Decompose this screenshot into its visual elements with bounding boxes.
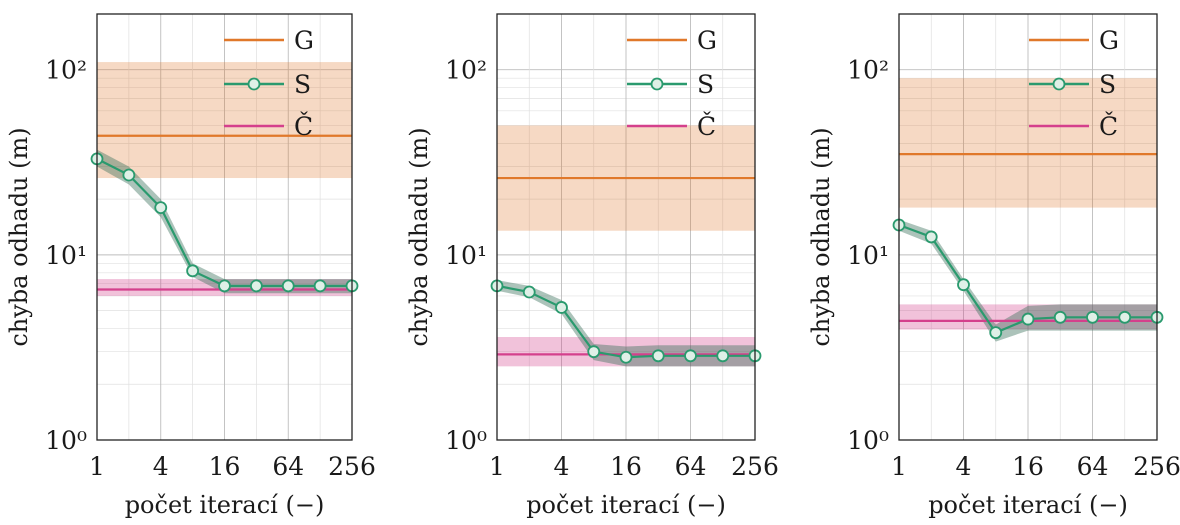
legend: GSČ	[1029, 26, 1119, 141]
series-s-point	[281, 279, 295, 293]
series-s-point	[924, 230, 938, 244]
legend-marker	[247, 77, 261, 91]
y-axis-title: chyba odhadu (m)	[5, 127, 33, 346]
legend-label-0: G	[294, 26, 314, 55]
y-tick-label: 10¹	[847, 241, 889, 270]
series-s-point	[1021, 312, 1035, 326]
legend-label-0: G	[697, 26, 717, 55]
series-s-point	[555, 301, 568, 314]
x-tick-label: 64	[272, 452, 304, 481]
y-tick-label: 10¹	[45, 241, 87, 270]
series-s-point	[522, 285, 536, 299]
series-s-point	[989, 326, 1003, 340]
x-tick-label: 64	[675, 452, 707, 481]
x-tick-label: 1	[489, 452, 505, 481]
x-tick-label: 256	[1133, 452, 1180, 481]
y-tick-label: 10²	[847, 56, 889, 85]
series-s-point	[957, 278, 970, 292]
x-tick-label: 4	[153, 452, 169, 481]
series-s-point	[186, 264, 200, 278]
chart-panel-1: 1 4 16 64 256 10⁰ 10¹ 10² počet iterací (−) chyba…	[5, 13, 376, 519]
chart-panel-2: 1 4 16 64 256 10⁰ 10¹ 10² počet iterací (−) chyba…	[405, 13, 779, 519]
series-s-point	[587, 345, 601, 359]
series-s-band	[97, 149, 352, 294]
series-s-point	[218, 279, 231, 293]
series-s-point	[716, 349, 730, 363]
y-tick-label: 10⁰	[445, 426, 487, 455]
legend-label-2: Č	[697, 112, 716, 141]
legend-label-0: G	[1099, 26, 1119, 55]
series-g-band	[97, 62, 352, 179]
plot-frame	[898, 13, 1158, 441]
series-s-point	[313, 279, 327, 293]
y-tick-label: 10²	[45, 56, 87, 85]
legend-label-1: S	[1099, 70, 1116, 99]
legend-label-1: S	[294, 70, 311, 99]
x-axis-title: počet iterací (−)	[928, 491, 1128, 519]
legend-label-2: Č	[1099, 112, 1118, 141]
legend-marker	[650, 77, 664, 91]
plot-frame	[96, 13, 353, 441]
legend-label-2: Č	[294, 112, 313, 141]
series-s-point	[154, 201, 168, 215]
x-axis-title: počet iterací (−)	[526, 491, 726, 519]
legend: GSČ	[224, 26, 314, 141]
series-s-point	[1086, 310, 1099, 324]
x-tick-label: 256	[731, 452, 779, 481]
x-tick-label: 1	[891, 452, 907, 481]
series-s-point	[249, 279, 263, 293]
x-axis-title: počet iterací (−)	[125, 491, 325, 519]
y-axis-title: chyba odhadu (m)	[807, 127, 835, 346]
y-tick-label: 10²	[445, 56, 487, 85]
series-s-point	[651, 349, 665, 363]
y-tick-label: 10⁰	[45, 426, 87, 455]
x-tick-label: 256	[328, 452, 376, 481]
x-tick-label: 1	[89, 452, 105, 481]
legend: GSČ	[627, 26, 717, 141]
x-tick-label: 16	[209, 452, 241, 481]
plot-frame	[496, 13, 756, 441]
x-tick-label: 16	[610, 452, 642, 481]
chart-panel-3: 1 4 16 64 256 10⁰ 10¹ 10² počet iterací (−) chyba…	[807, 13, 1180, 519]
x-tick-label: 4	[956, 452, 972, 481]
y-axis-title: chyba odhadu (m)	[405, 127, 433, 346]
series-s-point	[122, 168, 136, 182]
y-tick-label: 10⁰	[847, 426, 889, 455]
legend-label-1: S	[697, 70, 714, 99]
series-s-point	[1118, 310, 1132, 324]
series-s-point	[1053, 310, 1067, 324]
x-tick-label: 16	[1012, 452, 1044, 481]
series-s-point	[684, 349, 697, 363]
series-s-point	[619, 350, 633, 364]
x-tick-label: 4	[554, 452, 570, 481]
x-tick-label: 64	[1077, 452, 1109, 481]
y-tick-label: 10¹	[445, 241, 487, 270]
series-g-band	[899, 78, 1157, 208]
legend-marker	[1052, 77, 1066, 91]
grid	[898, 13, 1158, 441]
